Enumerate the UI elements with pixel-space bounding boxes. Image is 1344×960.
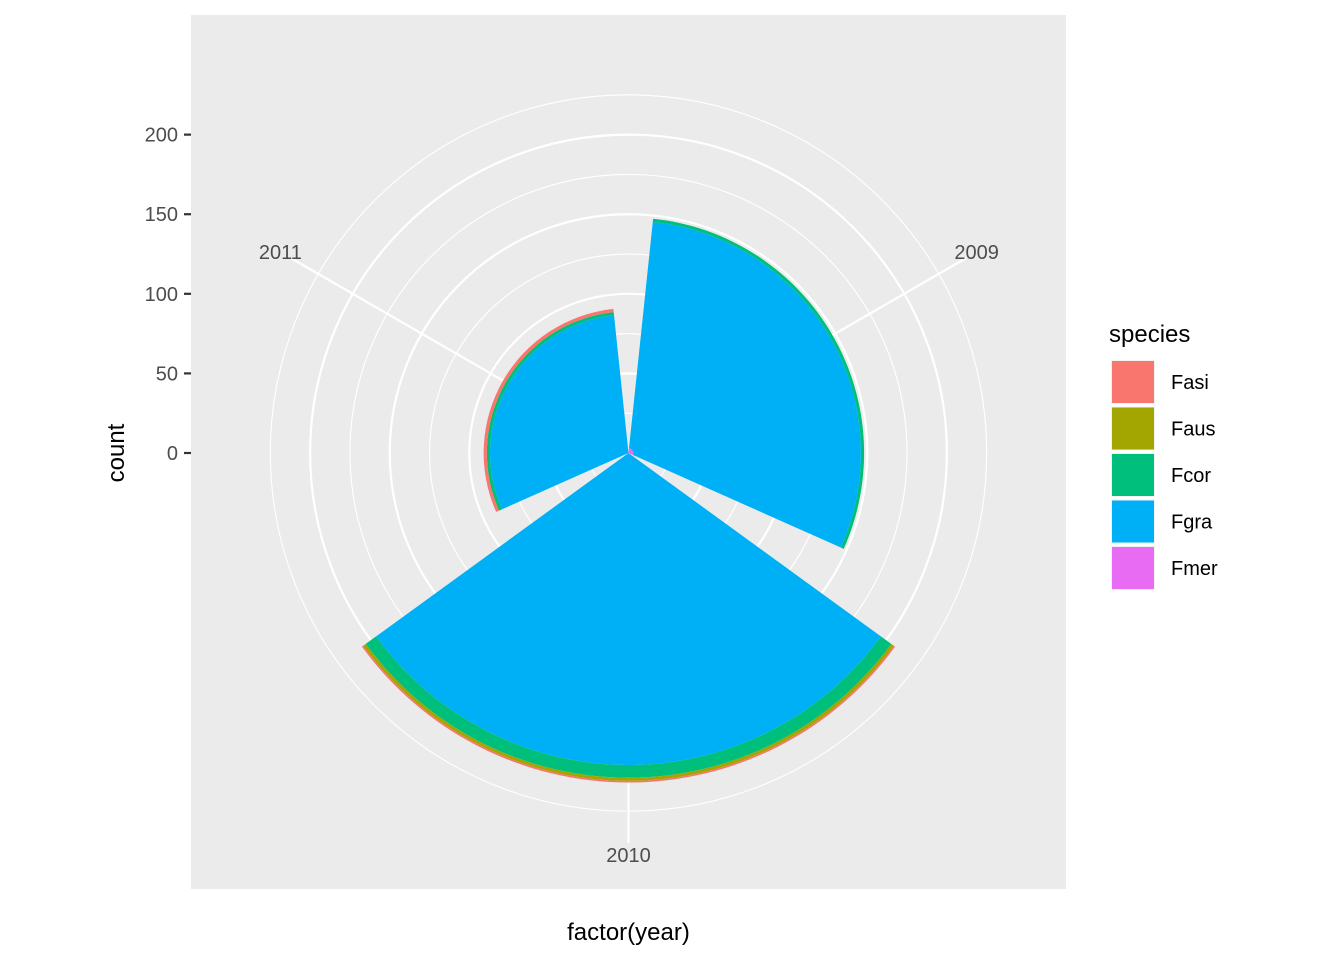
legend-label-fasi: Fasi bbox=[1171, 372, 1209, 394]
legend-title: species bbox=[1109, 321, 1190, 348]
bars bbox=[361, 218, 896, 783]
y-tick-label-200: 200 bbox=[145, 125, 178, 147]
y-axis: 0 50 100 150 200 bbox=[145, 125, 191, 465]
legend-label-fmer: Fmer bbox=[1171, 558, 1218, 580]
legend-swatch-fcor bbox=[1112, 454, 1154, 496]
bar-segment-fcor-2010 bbox=[365, 636, 892, 778]
bar-segment-fgra-2011 bbox=[490, 315, 629, 510]
legend-swatch-fmer bbox=[1112, 547, 1154, 589]
bar-segment-fgra-2009 bbox=[628, 221, 861, 548]
x-tick-label-2011: 2011 bbox=[259, 242, 302, 264]
legend-swatch-faus bbox=[1112, 407, 1154, 450]
legend-swatch-fgra bbox=[1112, 500, 1154, 543]
y-tick-label-150: 150 bbox=[145, 204, 178, 226]
bar-segment-fmer-2009 bbox=[628, 448, 634, 455]
legend-label-faus: Faus bbox=[1171, 419, 1215, 441]
x-axis-title: factor(year) bbox=[567, 919, 690, 946]
y-tick-label-100: 100 bbox=[145, 284, 178, 306]
x-tick-label-2009: 2009 bbox=[954, 242, 999, 264]
legend-label-fcor: Fcor bbox=[1171, 465, 1211, 487]
bar-segment-fgra-2010 bbox=[376, 453, 881, 766]
y-tick-label-0: 0 bbox=[167, 443, 178, 465]
legend: species Fasi Faus Fcor Fgra Fmer bbox=[1109, 321, 1218, 590]
legend-label-fgra: Fgra bbox=[1171, 512, 1213, 534]
x-tick-labels: 2009 2010 2011 bbox=[259, 242, 999, 867]
x-tick-label-2010: 2010 bbox=[606, 845, 651, 867]
y-axis-title: count bbox=[103, 423, 130, 482]
y-tick-label-50: 50 bbox=[156, 363, 178, 385]
legend-swatch-fasi bbox=[1112, 361, 1154, 403]
